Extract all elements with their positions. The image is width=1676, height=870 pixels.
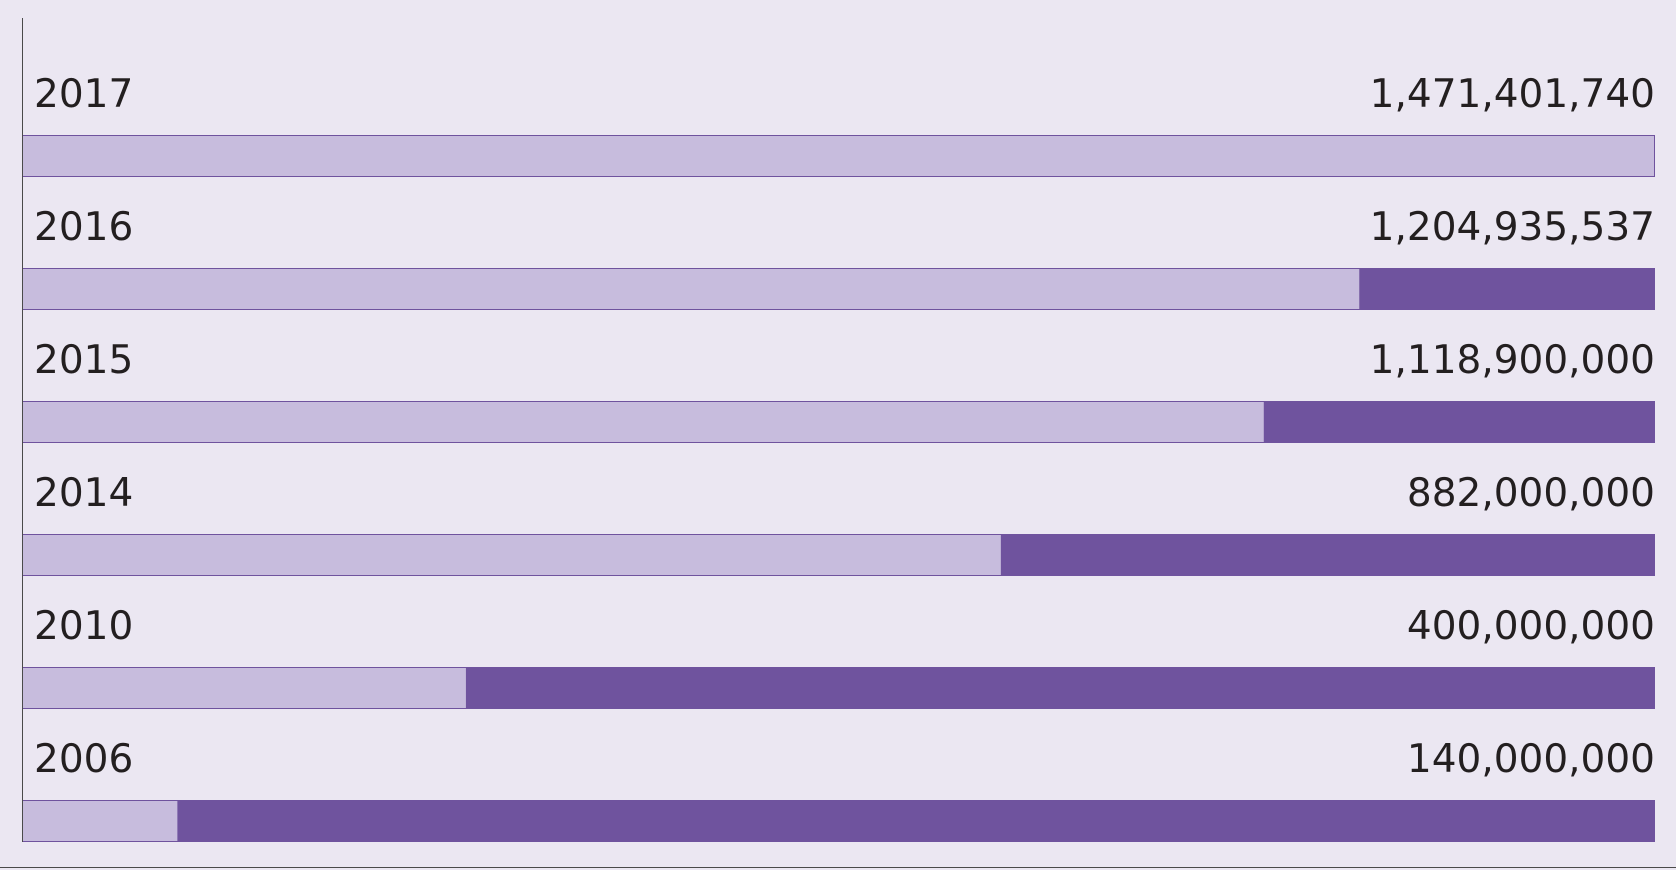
- bar: [22, 268, 1360, 310]
- category-label: 2014: [34, 471, 133, 516]
- category-label: 2006: [34, 737, 133, 782]
- category-label: 2017: [34, 72, 133, 117]
- category-label: 2015: [34, 338, 133, 383]
- bar: [22, 401, 1264, 443]
- value-label: 1,471,401,740: [1370, 72, 1655, 117]
- value-label: 140,000,000: [1407, 737, 1655, 782]
- bar-row: 2014 882,000,000: [22, 471, 1655, 576]
- category-label: 2010: [34, 604, 133, 649]
- bar: [22, 800, 178, 842]
- value-label: 882,000,000: [1407, 471, 1655, 516]
- bar-row: 2017 1,471,401,740: [22, 72, 1655, 177]
- bar-row: 2010 400,000,000: [22, 604, 1655, 709]
- bar-row: 2015 1,118,900,000: [22, 338, 1655, 443]
- value-label: 1,118,900,000: [1370, 338, 1655, 383]
- bar-remainder: [22, 800, 1655, 842]
- bar-row: 2006 140,000,000: [22, 737, 1655, 842]
- value-label: 400,000,000: [1407, 604, 1655, 649]
- category-label: 2016: [34, 205, 133, 250]
- bar: [22, 667, 466, 709]
- bar: [22, 135, 1655, 177]
- value-label: 1,204,935,537: [1370, 205, 1655, 250]
- bar-row: 2016 1,204,935,537: [22, 205, 1655, 310]
- bar: [22, 534, 1001, 576]
- bars-layer: 2017 1,471,401,740 2016 1,204,935,537 2015 1,…: [22, 72, 1655, 842]
